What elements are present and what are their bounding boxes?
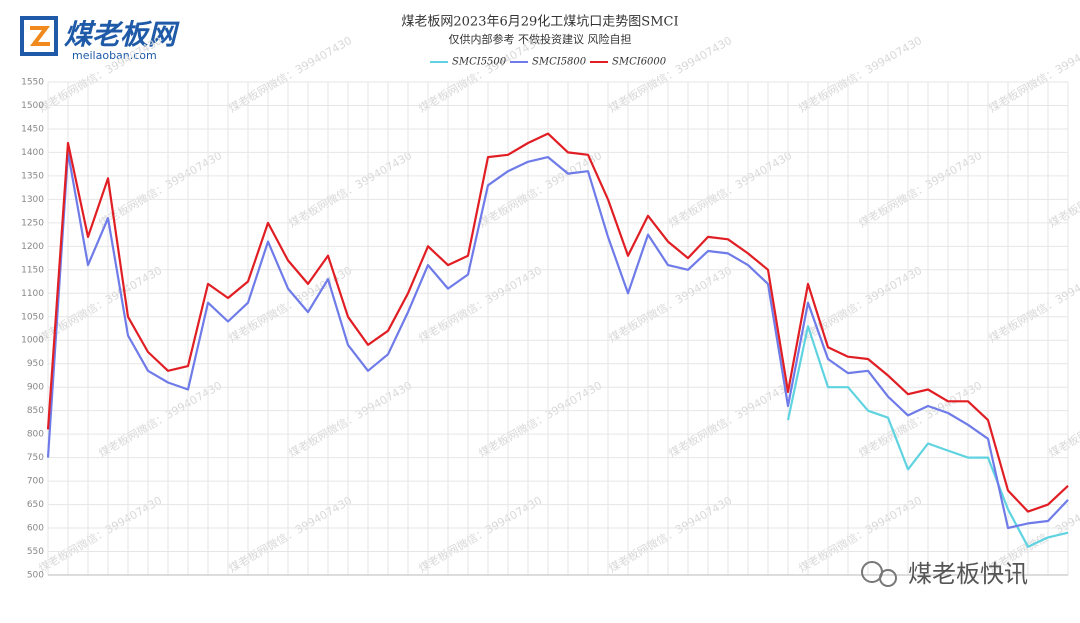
brand-text: 煤老板快讯 (908, 560, 1028, 588)
y-tick-label: 600 (27, 524, 44, 534)
chart-subtitle: 仅供内部参考 不做投资建议 风险自担 (449, 32, 632, 46)
legend-label: SMCI5500 (452, 57, 507, 68)
y-tick-label: 1050 (21, 312, 44, 322)
legend-label: SMCI6000 (612, 57, 667, 68)
y-tick-label: 1550 (21, 78, 44, 88)
brand-icon (879, 569, 897, 587)
series-line (786, 325, 1069, 548)
y-tick-label: 1100 (21, 289, 44, 299)
y-tick-label: 1000 (21, 336, 44, 346)
series-line (46, 132, 1069, 513)
legend-label: SMCI5800 (532, 57, 587, 68)
y-tick-label: 1450 (21, 124, 44, 134)
y-tick-label: 750 (27, 453, 44, 463)
y-tick-label: 1150 (21, 265, 44, 275)
y-tick-label: 850 (27, 406, 44, 416)
logo: 煤老板网 meilaoban.com (20, 16, 180, 62)
y-tick-label: 650 (27, 500, 44, 510)
y-tick-label: 1300 (21, 195, 44, 205)
logo-mark (30, 26, 50, 46)
y-tick-label: 1350 (21, 171, 44, 181)
y-tick-label: 500 (27, 571, 44, 581)
logo-site: meilaoban.com (72, 49, 157, 62)
y-tick-label: 1500 (21, 101, 44, 111)
y-tick-label: 700 (27, 477, 44, 487)
logo-name: 煤老板网 (64, 18, 180, 51)
logo-icon (20, 16, 58, 56)
y-tick-label: 950 (27, 359, 44, 369)
chart-title: 煤老板网2023年6月29化工煤坑口走势图SMCI (401, 14, 678, 30)
brand: 煤老板快讯 (861, 560, 1028, 588)
series-line (46, 151, 1069, 530)
y-tick-label: 550 (27, 547, 44, 557)
y-tick-label: 800 (27, 430, 44, 440)
y-tick-label: 1200 (21, 242, 44, 252)
y-tick-label: 1400 (21, 148, 44, 158)
plot: 500 550 600 650 700 750 800 850 900 950 1000 1050 11… (21, 78, 1069, 581)
y-tick-label: 1250 (21, 218, 44, 228)
y-tick-label: 900 (27, 383, 44, 393)
